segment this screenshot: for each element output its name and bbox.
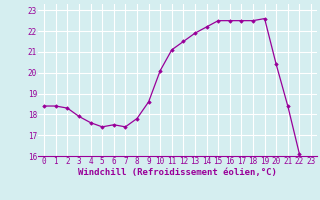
X-axis label: Windchill (Refroidissement éolien,°C): Windchill (Refroidissement éolien,°C) [78,168,277,177]
